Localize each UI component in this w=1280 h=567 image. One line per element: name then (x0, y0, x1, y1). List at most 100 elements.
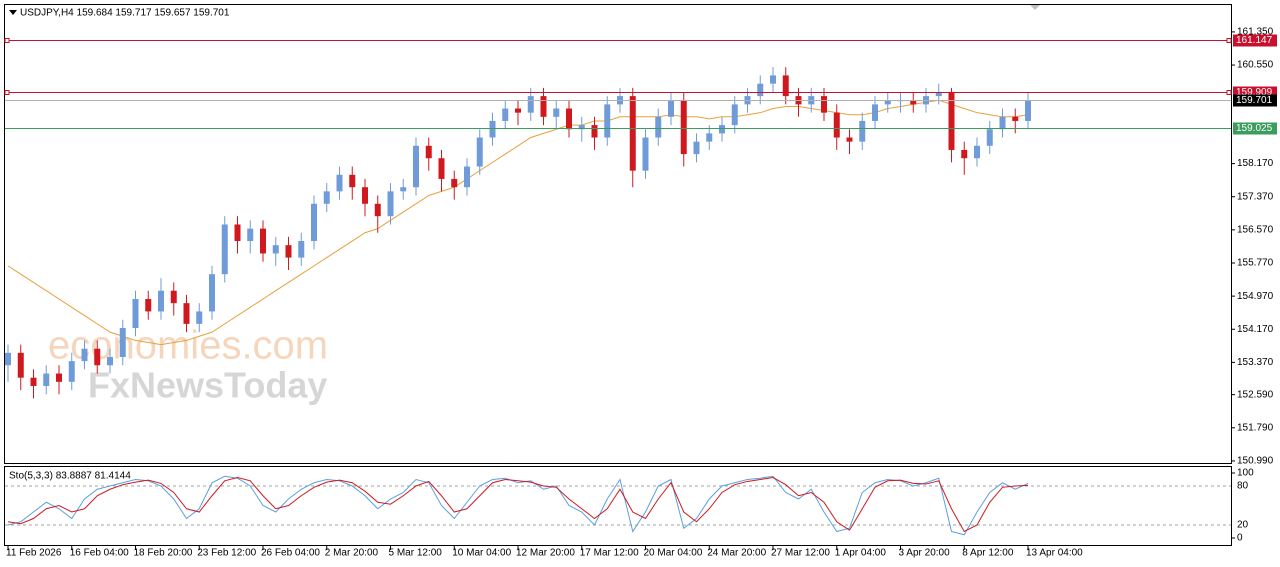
candle-body (668, 100, 674, 117)
candle-body (158, 290, 164, 312)
candle-body (374, 203, 381, 217)
y-tick-label: 155.770 (1237, 258, 1274, 269)
y-tick-label: 154.170 (1237, 324, 1274, 335)
candle-body (961, 149, 968, 159)
x-tick-label: 3 Apr 20:00 (899, 548, 951, 559)
watermark: FxNewsToday (88, 365, 327, 406)
candle-body (56, 373, 62, 382)
candle-body (680, 100, 687, 155)
candle-body (311, 203, 317, 242)
candle-body (719, 125, 725, 134)
x-tick-label: 17 Mar 12:00 (580, 548, 639, 559)
candle-body (94, 348, 101, 366)
candle-body (757, 83, 764, 97)
chart-title: USDJPY,H4 159.684 159.717 159.657 159.70… (20, 8, 230, 19)
candle-body (655, 116, 662, 138)
y-tick-label: 153.370 (1237, 357, 1274, 368)
candle-body (642, 137, 649, 171)
candle-body (260, 228, 266, 254)
x-tick-label: 20 Mar 04:00 (644, 548, 703, 559)
y-tick-label: 160.550 (1237, 60, 1274, 71)
candle-body (540, 96, 547, 117)
stochastic-line (7, 477, 1029, 533)
candle-body (553, 108, 560, 117)
candle-body (731, 104, 738, 126)
candle-body (425, 145, 432, 159)
menu-arrow (9, 10, 17, 15)
candle-body (1012, 116, 1019, 121)
candle-body (629, 96, 636, 171)
indicator-tick-label: 100 (1237, 468, 1254, 479)
candle-body (578, 125, 585, 130)
candle-body (591, 125, 598, 138)
candle-body (999, 116, 1006, 130)
candle-body (948, 91, 955, 150)
candle-body (910, 100, 917, 105)
y-tick-label: 158.170 (1237, 158, 1274, 169)
x-tick-label: 13 Apr 04:00 (1026, 548, 1083, 559)
candle-body (170, 290, 177, 304)
level-label: 161.147 (1236, 35, 1273, 46)
candle-body (349, 174, 356, 188)
candle-body (183, 303, 190, 324)
y-tick-label: 150.990 (1237, 456, 1274, 467)
candle-body (196, 311, 203, 324)
level-handle (1226, 90, 1232, 95)
price-panel (4, 4, 1232, 464)
x-tick-label: 1 Apr 04:00 (835, 548, 887, 559)
candle-body (782, 75, 789, 97)
candle-body (489, 120, 496, 138)
candle-body (986, 129, 993, 146)
candle-body (247, 228, 254, 242)
level-handle (4, 38, 10, 43)
level-label: 159.025 (1236, 123, 1273, 134)
x-tick-label: 12 Mar 20:00 (516, 548, 575, 559)
candle-body (464, 166, 470, 188)
y-tick-label: 152.590 (1237, 389, 1274, 400)
candle-body (438, 158, 445, 179)
candle-body (1025, 100, 1031, 121)
candle-body (515, 108, 521, 113)
candle-body (68, 361, 75, 382)
candle-body (604, 104, 611, 138)
candle-body (30, 377, 37, 386)
x-tick-label: 11 Feb 2026 (6, 548, 62, 559)
x-tick-label: 23 Feb 12:00 (197, 548, 256, 559)
y-tick-label: 161.350 (1237, 27, 1274, 38)
candle-body (872, 104, 878, 121)
candle-body (43, 373, 50, 386)
candle-body (234, 224, 241, 242)
candle-body (209, 274, 215, 312)
stochastic-line (7, 475, 1029, 536)
candle-body (770, 75, 776, 84)
candle-body (221, 224, 228, 275)
moving-average (7, 99, 1029, 346)
indicator-tick-label: 20 (1237, 520, 1249, 531)
x-tick-label: 18 Feb 20:00 (134, 548, 193, 559)
candle-body (846, 137, 853, 142)
x-tick-label: 16 Feb 04:00 (70, 548, 129, 559)
candle-body (400, 187, 407, 192)
candle-body (451, 178, 458, 188)
level-handle (4, 90, 10, 95)
x-tick-label: 2 Mar 20:00 (325, 548, 379, 559)
y-tick-label: 151.790 (1237, 422, 1274, 433)
candle-body (833, 112, 840, 138)
y-tick-label: 156.570 (1237, 224, 1274, 235)
candle-body (527, 96, 534, 113)
candle-body (859, 120, 866, 142)
candle-body (5, 352, 11, 366)
x-tick-label: 24 Mar 20:00 (707, 548, 766, 559)
candle-body (81, 348, 88, 362)
level-label: 159.909 (1236, 87, 1273, 98)
x-tick-label: 27 Mar 12:00 (771, 548, 830, 559)
candle-body (502, 108, 509, 121)
candle-body (132, 299, 139, 329)
candle-body (884, 100, 891, 105)
candle-body (119, 328, 126, 357)
candle-body (107, 356, 113, 366)
candle-body (706, 133, 713, 142)
